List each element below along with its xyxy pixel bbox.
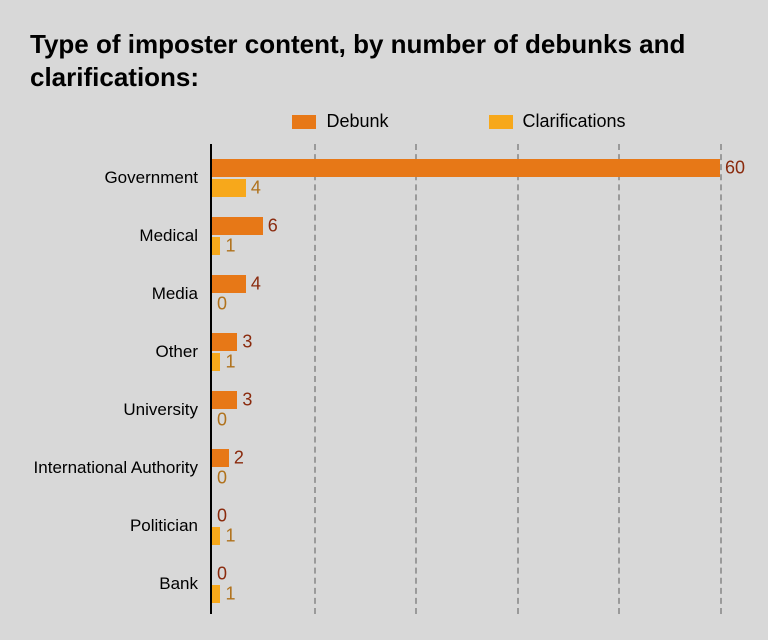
- chart-legend: Debunk Clarifications: [180, 111, 738, 132]
- category-label: Government: [104, 168, 212, 188]
- bar-value-clarifications: 1: [220, 352, 235, 373]
- legend-swatch-debunk: [292, 115, 316, 129]
- category-label: Medical: [139, 226, 212, 246]
- legend-label-debunk: Debunk: [326, 111, 388, 132]
- chart-title: Type of imposter content, by number of d…: [30, 28, 738, 93]
- bar-debunk: 3: [212, 333, 237, 351]
- bar-value-debunk: 6: [263, 216, 278, 237]
- bar-value-debunk: 0: [212, 506, 227, 527]
- bar-value-debunk: 3: [237, 332, 252, 353]
- bar-clarifications: 1: [212, 353, 220, 371]
- chart-row: Politician01: [212, 498, 718, 554]
- legend-item-debunk: Debunk: [292, 111, 388, 132]
- legend-label-clarifications: Clarifications: [523, 111, 626, 132]
- bar-debunk: 3: [212, 391, 237, 409]
- bar-value-clarifications: 4: [246, 178, 261, 199]
- bar-clarifications: 4: [212, 179, 246, 197]
- bar-value-debunk: 0: [212, 564, 227, 585]
- bar-clarifications: 1: [212, 527, 220, 545]
- bar-value-clarifications: 0: [212, 410, 227, 431]
- bar-value-clarifications: 1: [220, 236, 235, 257]
- bar-value-clarifications: 0: [212, 468, 227, 489]
- category-label: Politician: [130, 516, 212, 536]
- chart-row: University30: [212, 382, 718, 438]
- gridline: [720, 144, 722, 614]
- bar-clarifications: 1: [212, 237, 220, 255]
- bar-chart: Government604Medical61Media40Other31Univ…: [210, 144, 718, 614]
- bar-value-debunk: 60: [720, 158, 745, 179]
- bar-value-clarifications: 0: [212, 294, 227, 315]
- category-label: International Authority: [34, 458, 212, 478]
- bar-debunk: 60: [212, 159, 720, 177]
- chart-row: Government604: [212, 150, 718, 206]
- bar-value-debunk: 4: [246, 274, 261, 295]
- chart-row: International Authority20: [212, 440, 718, 496]
- category-label: Bank: [159, 574, 212, 594]
- category-label: University: [123, 400, 212, 420]
- chart-row: Bank01: [212, 556, 718, 612]
- bar-value-debunk: 2: [229, 448, 244, 469]
- legend-swatch-clarifications: [489, 115, 513, 129]
- bar-value-debunk: 3: [237, 390, 252, 411]
- chart-row: Medical61: [212, 208, 718, 264]
- bar-debunk: 4: [212, 275, 246, 293]
- bar-debunk: 6: [212, 217, 263, 235]
- category-label: Media: [152, 284, 212, 304]
- bar-clarifications: 1: [212, 585, 220, 603]
- bar-debunk: 2: [212, 449, 229, 467]
- chart-row: Media40: [212, 266, 718, 322]
- chart-row: Other31: [212, 324, 718, 380]
- legend-item-clarifications: Clarifications: [489, 111, 626, 132]
- bar-value-clarifications: 1: [220, 526, 235, 547]
- category-label: Other: [155, 342, 212, 362]
- bar-value-clarifications: 1: [220, 584, 235, 605]
